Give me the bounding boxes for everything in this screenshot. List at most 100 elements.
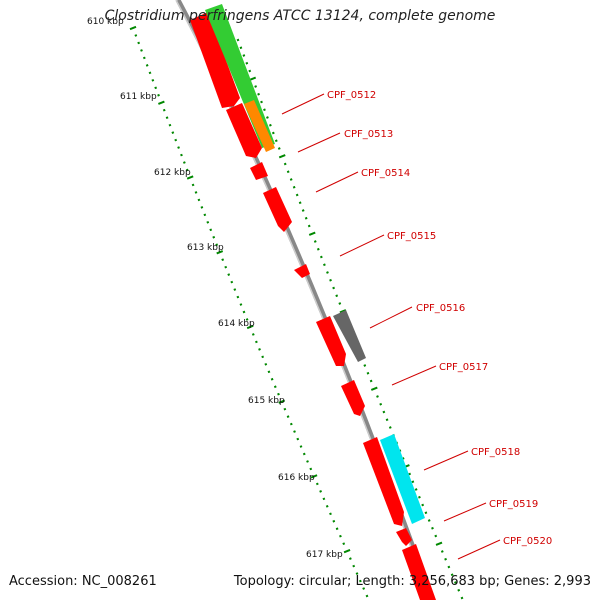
genome-title: Clostridium perfringens ATCC 13124, comp… <box>104 8 496 24</box>
outer-major-tick <box>435 541 443 546</box>
minor-tick-mark <box>293 430 296 433</box>
orange-feature[interactable] <box>244 100 275 152</box>
outer-minor-tick <box>450 573 454 577</box>
minor-tick-mark <box>329 512 332 516</box>
minor-tick-mark <box>283 407 287 411</box>
gene-label[interactable]: CPF_0516 <box>416 303 465 314</box>
minor-tick-mark <box>174 138 178 142</box>
minor-tick-mark <box>151 78 155 82</box>
minor-tick-mark <box>358 579 362 583</box>
minor-tick-mark <box>137 41 141 45</box>
callout-line-0512 <box>281 93 325 115</box>
outer-minor-tick <box>245 61 249 65</box>
minor-tick-mark <box>349 557 352 560</box>
outer-minor-tick <box>418 495 421 499</box>
outer-minor-tick <box>366 371 370 375</box>
outer-major-tick <box>278 154 286 159</box>
minor-tick-mark <box>306 460 309 463</box>
outer-minor-tick <box>335 294 339 298</box>
gene-feature-0514[interactable] <box>263 187 292 232</box>
callout-line-0513 <box>297 132 341 153</box>
minor-tick-mark <box>154 86 158 90</box>
minor-tick-mark <box>339 534 342 538</box>
tick-label: 616 kbp <box>278 473 315 483</box>
minor-tick-mark <box>251 333 255 336</box>
gene-label[interactable]: CPF_0518 <box>471 447 520 458</box>
gene-feature-0519[interactable] <box>396 528 412 546</box>
minor-tick-mark <box>197 198 201 202</box>
gray-feature[interactable] <box>333 310 366 362</box>
tick-label: 617 kbp <box>306 550 343 560</box>
minor-tick-mark <box>233 288 237 291</box>
gene-feature-0515[interactable] <box>294 264 310 278</box>
outer-major-tick <box>308 231 316 236</box>
outer-minor-tick <box>292 185 296 189</box>
outer-minor-tick <box>414 488 418 491</box>
gene-feature-0518[interactable] <box>363 437 404 526</box>
minor-tick-mark <box>185 168 189 172</box>
minor-tick-mark <box>277 392 280 396</box>
minor-tick-mark <box>157 93 160 97</box>
outer-minor-tick <box>379 402 383 406</box>
outer-minor-tick <box>411 480 415 484</box>
minor-tick-mark <box>148 71 152 75</box>
minor-tick-mark <box>261 355 265 359</box>
gene-label[interactable]: CPF_0514 <box>361 168 410 179</box>
outer-minor-tick <box>338 302 342 305</box>
outer-minor-tick <box>307 224 311 228</box>
gene-label[interactable]: CPF_0515 <box>387 231 436 242</box>
outer-minor-tick <box>274 139 278 143</box>
outer-minor-tick <box>323 263 326 267</box>
genome-summary-text: Topology: circular; Length: 3,256,683 bp… <box>233 574 591 589</box>
gene-feature-0513[interactable] <box>250 162 268 180</box>
outer-minor-tick <box>257 92 260 96</box>
cyan-feature[interactable] <box>380 434 425 524</box>
tick-label: 610 kbp <box>87 17 124 27</box>
outer-minor-tick <box>447 565 451 569</box>
outer-minor-tick <box>269 123 272 127</box>
outer-minor-tick <box>263 108 266 112</box>
minor-tick-mark <box>236 295 240 299</box>
outer-minor-tick <box>329 278 332 282</box>
callout-line-0519 <box>443 502 487 522</box>
gene-label[interactable]: CPF_0517 <box>439 362 488 373</box>
gene-feature-0511[interactable] <box>190 12 240 108</box>
gene-feature-0520[interactable] <box>402 544 436 600</box>
callout-line-0517 <box>391 365 437 386</box>
outer-minor-tick <box>301 209 305 212</box>
outer-minor-tick <box>385 418 389 422</box>
minor-tick-mark <box>221 258 225 262</box>
outer-minor-tick <box>319 255 323 259</box>
outer-minor-tick <box>283 162 287 166</box>
outer-minor-tick <box>363 364 367 367</box>
minor-tick-mark <box>270 377 274 381</box>
minor-tick-mark <box>242 310 246 314</box>
major-tick-mark <box>186 175 194 180</box>
gene-label[interactable]: CPF_0512 <box>327 90 376 101</box>
minor-tick-mark <box>273 385 277 389</box>
minor-tick-mark <box>296 437 300 441</box>
minor-tick-mark <box>245 318 249 321</box>
gene-label[interactable]: CPF_0520 <box>503 536 552 547</box>
minor-tick-mark <box>224 265 228 269</box>
outer-major-tick <box>370 386 378 391</box>
minor-tick-mark <box>209 228 213 232</box>
gene-label[interactable]: CPF_0519 <box>489 499 538 510</box>
minor-tick-mark <box>342 542 346 546</box>
minor-tick-mark <box>177 146 180 149</box>
gene-feature-0517[interactable] <box>341 380 365 416</box>
minor-tick-mark <box>165 116 169 120</box>
gene-feature-0516[interactable] <box>316 316 346 366</box>
outer-minor-tick <box>239 46 243 50</box>
gene-label[interactable]: CPF_0513 <box>344 129 393 140</box>
outer-minor-tick <box>298 201 302 205</box>
tick-labels: 610 kbp 611 kbp 612 kbp 613 kbp 614 kbp … <box>87 17 343 560</box>
minor-tick-mark <box>203 213 207 217</box>
callout-line-0515 <box>339 234 385 257</box>
outer-minor-tick <box>421 503 425 507</box>
gene-feature-0512[interactable] <box>226 103 262 158</box>
gene-callouts <box>281 93 501 560</box>
outer-minor-tick <box>313 240 317 243</box>
minor-tick-mark <box>162 108 166 112</box>
outer-minor-tick <box>289 178 293 181</box>
